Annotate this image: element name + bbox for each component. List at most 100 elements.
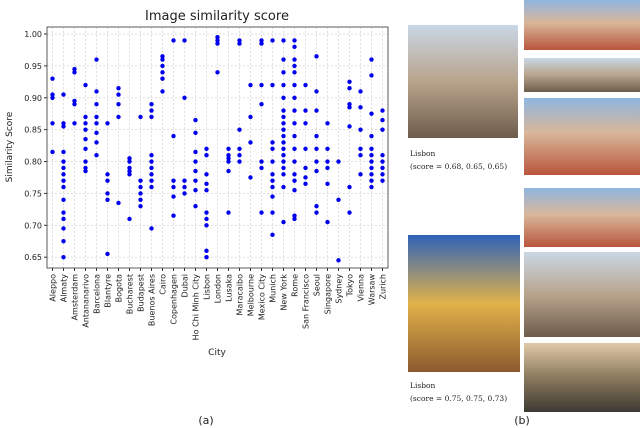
point (380, 178, 385, 183)
point (61, 92, 66, 97)
x-tick-label: London (214, 274, 223, 303)
point (94, 121, 99, 126)
point (369, 133, 374, 139)
x-tick-label: Rome (291, 274, 300, 297)
point (259, 38, 264, 43)
point (314, 54, 319, 59)
point (380, 165, 385, 171)
point (105, 251, 110, 257)
point (72, 121, 77, 126)
point (226, 152, 231, 158)
point (237, 38, 242, 43)
caption-city: Lisbon (410, 149, 436, 158)
x-tick-label: Lusaka (225, 274, 234, 302)
point (193, 159, 198, 164)
x-tick-label: Dubai (181, 274, 190, 297)
point (270, 82, 275, 88)
x-tick-label: Vienna (357, 274, 366, 302)
point (380, 159, 385, 164)
point (226, 168, 231, 174)
point (215, 38, 220, 43)
point (182, 95, 187, 100)
point (204, 210, 209, 215)
point (347, 86, 352, 91)
point (61, 165, 66, 171)
point (138, 184, 143, 190)
point (215, 35, 220, 40)
point (248, 175, 253, 180)
x-tick-label: Mexico City (258, 274, 267, 320)
point (325, 146, 330, 151)
x-tick-label: Almaty (60, 274, 69, 303)
point (160, 89, 165, 94)
point (325, 159, 330, 164)
caption-score: (score = 0.68, 0.65, 0.65) (410, 162, 507, 171)
point (314, 133, 319, 139)
point (149, 184, 154, 190)
photo (408, 25, 518, 138)
point (292, 213, 297, 218)
point (281, 95, 286, 100)
point (182, 191, 187, 196)
point (204, 146, 209, 151)
photo (524, 188, 640, 247)
point (149, 114, 154, 120)
point (347, 79, 352, 85)
point (193, 168, 198, 174)
point (303, 175, 308, 180)
point (303, 165, 308, 171)
x-tick-label: Blantyre (104, 274, 113, 308)
point (325, 219, 330, 225)
x-axis-label: City (208, 348, 226, 358)
x-tick-label: Budapest (137, 274, 146, 312)
point (127, 156, 132, 161)
point (347, 124, 352, 129)
point (281, 70, 286, 75)
point (369, 152, 374, 158)
point (347, 184, 352, 190)
caption-score: (score = 0.75, 0.75, 0.73) (410, 394, 507, 403)
photo (408, 235, 520, 372)
point (83, 146, 88, 151)
point (94, 57, 99, 62)
point (204, 254, 209, 260)
point (182, 184, 187, 190)
point (358, 127, 363, 132)
point (281, 114, 286, 120)
point (237, 159, 242, 164)
point (193, 117, 198, 123)
point (61, 254, 66, 260)
point (149, 226, 154, 231)
x-tick-label: Ho Chi Minh City (192, 274, 201, 341)
point (248, 114, 253, 120)
point (369, 57, 374, 62)
point (160, 54, 165, 59)
point (138, 197, 143, 202)
chart-title: Image similarity score (145, 9, 289, 24)
point (193, 130, 198, 136)
point (50, 92, 55, 97)
point (149, 159, 154, 164)
point (215, 70, 220, 75)
point (369, 172, 374, 177)
point (61, 216, 66, 222)
point (259, 41, 264, 46)
point (193, 178, 198, 183)
point (171, 213, 176, 218)
point (292, 121, 297, 126)
point (380, 108, 385, 113)
point (369, 184, 374, 190)
y-tick-label: 0.95 (24, 62, 42, 71)
plot-frame (46, 26, 389, 269)
x-tick-label: Zurich (379, 274, 388, 300)
point (380, 127, 385, 132)
point (281, 165, 286, 171)
point (204, 216, 209, 222)
x-tick-label: Lisbon (203, 274, 212, 300)
x-tick-label: Bucharest (126, 274, 135, 314)
point (314, 89, 319, 94)
point (292, 178, 297, 183)
point (127, 172, 132, 177)
point (358, 89, 363, 94)
point (50, 76, 55, 81)
